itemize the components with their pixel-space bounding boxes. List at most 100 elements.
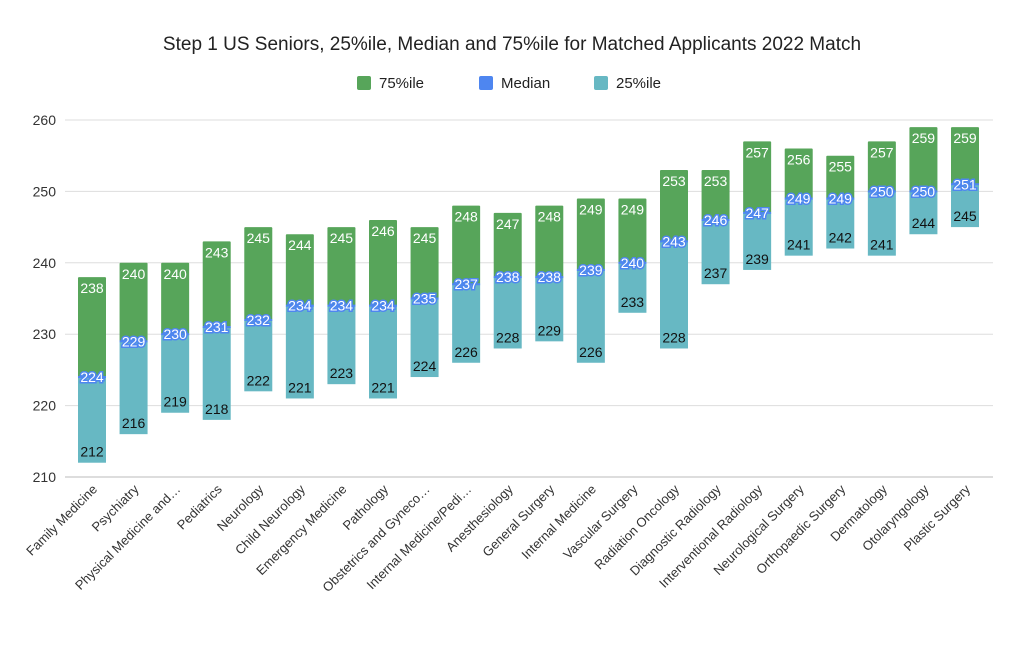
legend-label: 75%ile [379,75,424,92]
bar-median-marker [618,261,647,264]
data-label-median: 234 [330,298,354,314]
bar-25-to-median [327,305,356,385]
bar-group: 240 229 216 [119,262,148,435]
bar-25-to-median [493,277,522,349]
bar-median-marker [161,333,190,336]
bar-median-marker [660,240,688,243]
bar-median-to-75 [909,127,938,192]
data-label-median: 250 [912,183,936,199]
chart-title: Step 1 US Seniors, 25%ile, Median and 75… [163,34,861,55]
bar-median-to-75 [701,169,730,220]
bar-median-to-75 [78,277,106,378]
bar-25-to-median [867,191,896,256]
bar-group: 244 234 221 [285,234,314,399]
data-label-75: 249 [579,202,603,218]
bar-median-marker [826,197,855,200]
legend-swatch [594,76,608,90]
data-label-median: 237 [454,276,478,292]
data-label-75: 246 [371,223,395,239]
bar-median-marker [410,297,439,300]
bar-median-marker [701,218,730,221]
bar-median-marker [369,304,397,307]
data-label-25: 222 [247,372,271,388]
bar-25-to-median [78,377,106,463]
data-label-median: 234 [288,298,312,314]
bar-25-to-median [535,277,564,342]
y-tick-label: 220 [33,398,57,414]
data-label-75: 244 [288,237,312,253]
bar-group: 257 250 241 [867,141,896,256]
data-label-25: 241 [870,237,894,253]
bar-25-to-median [202,327,231,420]
data-label-median: 229 [122,333,146,349]
legend-swatch [357,76,371,90]
bar-25-to-median [701,219,730,285]
bar-group: 246 234 221 [369,219,397,399]
bar-25-to-median [909,191,938,235]
bar-median-to-75 [576,198,605,270]
data-label-75: 248 [538,209,562,225]
bar-median-to-75 [327,227,356,306]
data-label-median: 251 [953,176,977,192]
data-label-75: 245 [247,230,271,246]
bar-25-to-median [743,212,772,270]
data-label-25: 239 [745,251,769,267]
bar-group: 245 235 224 [410,227,439,378]
bar-25-to-median [660,241,688,349]
bar-median-marker [327,304,356,307]
bar-25-to-median [244,319,273,392]
bar-group: 255 249 242 [826,155,855,249]
data-label-25: 229 [538,322,562,338]
data-label-25: 226 [579,344,603,360]
data-label-75: 247 [496,216,520,232]
bar-25-to-median [951,184,979,228]
x-tick-label: General Surgery [479,481,557,559]
data-label-75: 255 [829,159,853,175]
bar-median-marker [951,183,979,186]
bar-25-to-median [369,305,397,399]
bar-median-to-75 [826,155,855,199]
bar-group: 247 238 228 [493,212,522,349]
bar-median-to-75 [867,141,896,192]
bar-group: 249 240 233 [618,198,647,313]
bar-25-to-median [161,334,190,413]
legend-label: Median [501,75,550,92]
bar-median-to-75 [202,241,231,328]
data-label-25: 237 [704,265,728,281]
data-label-25: 221 [371,379,395,395]
data-label-median: 240 [621,255,645,271]
data-label-75: 243 [205,244,229,260]
data-label-75: 257 [745,144,769,160]
data-label-median: 250 [870,183,894,199]
bar-median-to-75 [285,234,314,306]
bar-25-to-median [826,198,855,249]
bar-median-marker [493,276,522,279]
data-label-25: 241 [787,237,811,253]
data-label-25: 218 [205,401,229,417]
data-label-25: 228 [662,329,686,345]
bar-median-to-75 [161,262,190,335]
data-label-median: 232 [247,312,271,328]
bar-group: 248 238 229 [535,205,564,342]
data-label-25: 226 [454,344,478,360]
bar-group: 245 232 222 [244,227,273,392]
data-label-75: 253 [704,173,728,189]
bar-group: 240 230 219 [161,262,190,413]
y-tick-label: 250 [33,183,57,199]
data-label-median: 247 [745,205,769,221]
bar-group: 238 224 212 [78,277,106,463]
y-tick-label: 240 [33,255,57,271]
bar-median-to-75 [951,127,979,185]
bar-median-to-75 [493,212,522,278]
bar-median-marker [119,340,148,343]
bar-median-marker [285,304,314,307]
data-label-25: 216 [122,415,146,431]
data-label-75: 248 [454,209,478,225]
bar-median-marker [452,283,481,286]
x-tick-label: Internal Medicine [518,482,599,563]
data-label-75: 245 [330,230,354,246]
data-label-75: 245 [413,230,437,246]
data-label-75: 240 [163,266,187,282]
bar-group: 249 239 226 [576,198,605,363]
